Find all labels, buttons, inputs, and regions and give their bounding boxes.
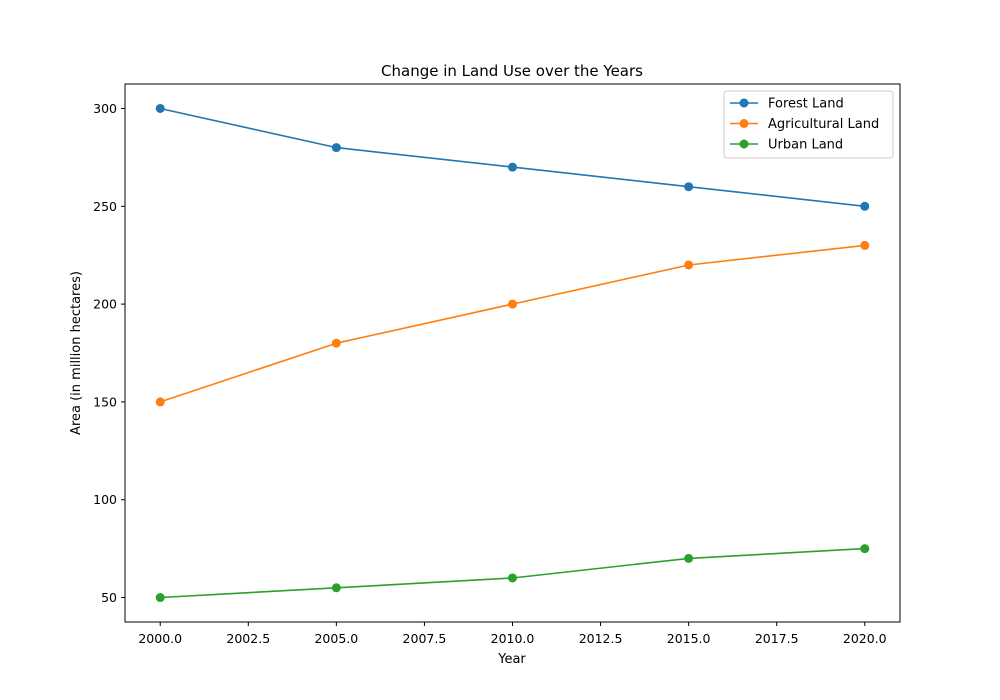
data-point-forest-land xyxy=(331,143,341,153)
legend-marker-urban-land xyxy=(739,139,749,149)
data-point-urban-land xyxy=(155,593,165,603)
legend: Forest Land Agricultural Land Urban Land xyxy=(723,90,894,159)
data-point-forest-land xyxy=(508,162,517,172)
legend-label-forest-land: Forest Land xyxy=(768,97,844,112)
x-tick-label: 2005.0 xyxy=(314,631,358,646)
y-axis-label: Area (in million hectares) xyxy=(69,271,84,435)
x-axis: 2000.0 2002.5 2005.0 2007.5 2010.0 2012.5 2015… xyxy=(138,622,887,646)
x-tick-label: 2015.0 xyxy=(667,631,711,646)
series-line-urban-land xyxy=(160,547,865,599)
data-point-agricultural-land xyxy=(684,260,694,270)
y-tick-label: 300 xyxy=(93,101,117,116)
legend-marker-agricultural-land xyxy=(739,119,749,128)
legend-label-urban-land: Urban Land xyxy=(768,138,843,153)
x-tick-label: 2007.5 xyxy=(403,631,447,646)
plot-area xyxy=(155,103,870,603)
legend-box xyxy=(723,90,894,159)
y-tick-label: 100 xyxy=(93,492,117,507)
y-tick-label: 150 xyxy=(93,394,117,409)
y-tick-label: 250 xyxy=(93,199,117,214)
chart-title: Change in Land Use over the Years xyxy=(381,62,643,80)
legend-label-agricultural-land: Agricultural Land xyxy=(768,117,879,132)
data-point-agricultural-land xyxy=(860,240,870,250)
data-point-urban-land xyxy=(508,573,517,583)
data-point-forest-land xyxy=(860,201,870,211)
x-tick-label: 2020.0 xyxy=(843,631,887,646)
data-point-urban-land xyxy=(684,553,694,563)
y-axis: 50 100 150 200 250 300 xyxy=(93,101,125,605)
data-point-agricultural-land xyxy=(331,338,341,348)
x-tick-label: 2002.5 xyxy=(226,631,270,646)
x-axis-label: Year xyxy=(497,652,526,667)
data-point-agricultural-land xyxy=(155,397,165,407)
data-point-forest-land xyxy=(684,182,694,192)
x-tick-label: 2000.0 xyxy=(138,631,182,646)
legend-marker-forest-land xyxy=(739,98,749,108)
data-point-urban-land xyxy=(331,583,341,593)
x-tick-label: 2017.5 xyxy=(755,631,799,646)
y-tick-label: 200 xyxy=(93,297,117,312)
data-point-agricultural-land xyxy=(508,299,517,309)
data-point-forest-land xyxy=(155,103,165,113)
y-tick-label: 50 xyxy=(101,590,117,605)
series-line-agricultural-land xyxy=(159,244,865,403)
x-tick-label: 2012.5 xyxy=(579,631,623,646)
data-point-urban-land xyxy=(860,544,870,554)
x-tick-label: 2010.0 xyxy=(491,631,535,646)
